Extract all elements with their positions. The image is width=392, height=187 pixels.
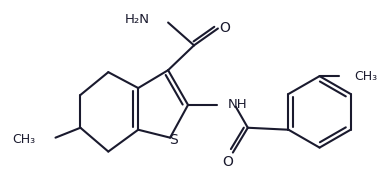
Text: O: O [220,22,230,36]
Text: CH₃: CH₃ [13,133,36,146]
Text: H₂N: H₂N [125,13,150,26]
Text: S: S [169,133,178,147]
Text: CH₃: CH₃ [354,70,377,83]
Text: O: O [222,155,233,169]
Text: NH: NH [228,98,247,111]
